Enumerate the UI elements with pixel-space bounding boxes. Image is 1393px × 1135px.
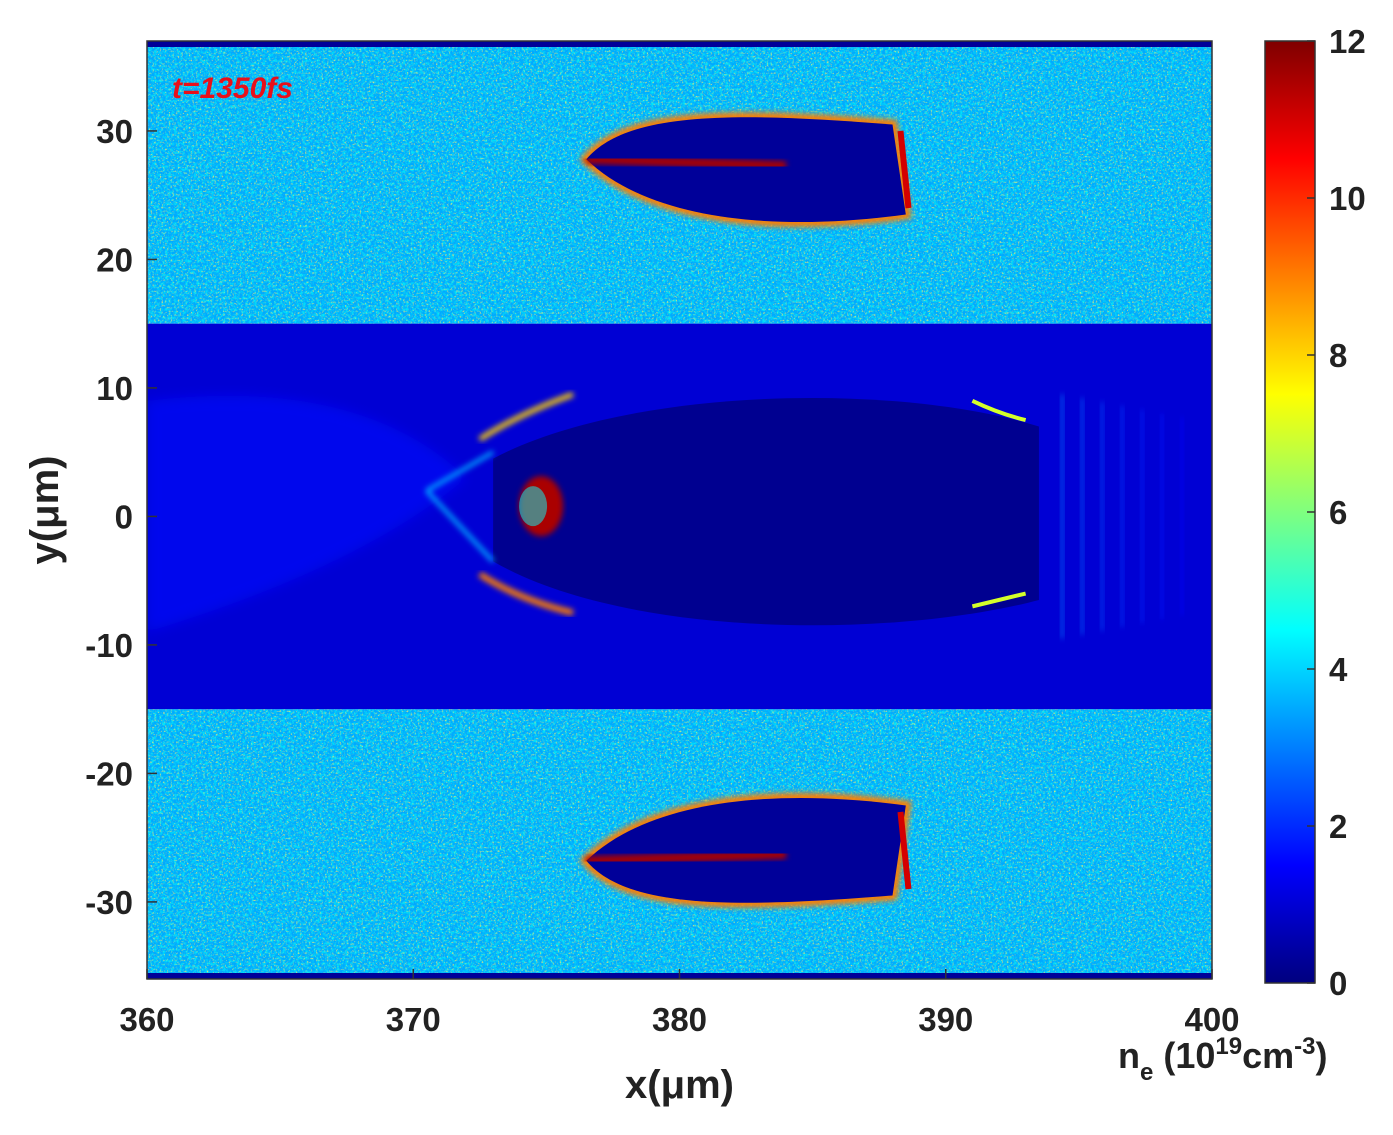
x-axis-label: x(μm) (625, 1063, 734, 1107)
wake-region (147, 395, 467, 633)
cb-label-unit-post: ) (1315, 1035, 1327, 1076)
laser-fringe (1180, 417, 1185, 616)
y-tick-label: -30 (85, 884, 133, 921)
x-tick-label: 400 (1184, 1001, 1239, 1038)
colorbar-tick-label: 6 (1329, 494, 1347, 531)
laser-fringe (1080, 398, 1085, 635)
x-tick-label: 370 (386, 1001, 441, 1038)
laser-fringe (1100, 402, 1105, 631)
y-axis-ticks: 30 20 10 0 -10 -20 -30 (85, 113, 157, 921)
colorbar-tick-label: 12 (1329, 23, 1366, 60)
x-axis-ticks: 360 370 380 390 400 (119, 969, 1240, 1038)
y-tick-label: 30 (96, 113, 133, 150)
y-axis-label: y(μm) (23, 456, 67, 565)
upper-sheath (478, 392, 574, 442)
x-tick-label: 390 (918, 1001, 973, 1038)
colorbar-tick-label: 2 (1329, 808, 1347, 845)
top-edge-strip (147, 41, 1212, 47)
colorbar (1264, 40, 1316, 984)
cb-label-exp: 19 (1215, 1033, 1242, 1060)
cb-label-sub: e (1140, 1059, 1153, 1086)
heatmap-area (147, 41, 1212, 979)
upper-void-front-edge (897, 130, 912, 209)
colorbar-ticks: 12 10 8 6 4 2 0 (1307, 23, 1366, 1002)
y-tick-label: -20 (85, 755, 133, 792)
colorbar-label: ne (1019cm-3) (1118, 1033, 1327, 1086)
colorbar-tick-label: 0 (1329, 965, 1347, 1002)
cb-label-unit-pre: (10 (1153, 1035, 1215, 1076)
cb-label-base: n (1118, 1035, 1140, 1076)
lower-void-front-edge (897, 811, 912, 890)
upper-void-filament (586, 154, 787, 171)
lower-void (586, 797, 906, 903)
electron-bunch-core (519, 486, 548, 527)
lower-void-filament (586, 849, 787, 866)
laser-fringe (1060, 394, 1065, 639)
lower-sheath (478, 571, 574, 616)
cb-label-unit-mid: cm (1242, 1035, 1294, 1076)
y-tick-label: -10 (85, 627, 133, 664)
laser-fringe (1160, 413, 1165, 620)
y-tick-label: 20 (96, 241, 133, 278)
colorbar-tick-label: 10 (1329, 180, 1366, 217)
upper-void (586, 117, 906, 223)
laser-fringe (1140, 409, 1145, 624)
front-upper-spot (971, 398, 1027, 422)
x-tick-label: 380 (652, 1001, 707, 1038)
injection-lines (425, 450, 495, 563)
y-tick-label: 0 (115, 498, 133, 535)
x-tick-label: 360 (119, 1001, 174, 1038)
colorbar-tick-label: 8 (1329, 337, 1347, 374)
time-annotation: t=1350fs (172, 72, 293, 105)
laser-fringe (1120, 405, 1125, 627)
bubble-cavity (493, 397, 1039, 626)
front-lower-spot (971, 591, 1027, 609)
y-tick-label: 10 (96, 370, 133, 407)
cb-label-exp2: -3 (1294, 1033, 1315, 1060)
colorbar-tick-label: 4 (1329, 651, 1348, 688)
